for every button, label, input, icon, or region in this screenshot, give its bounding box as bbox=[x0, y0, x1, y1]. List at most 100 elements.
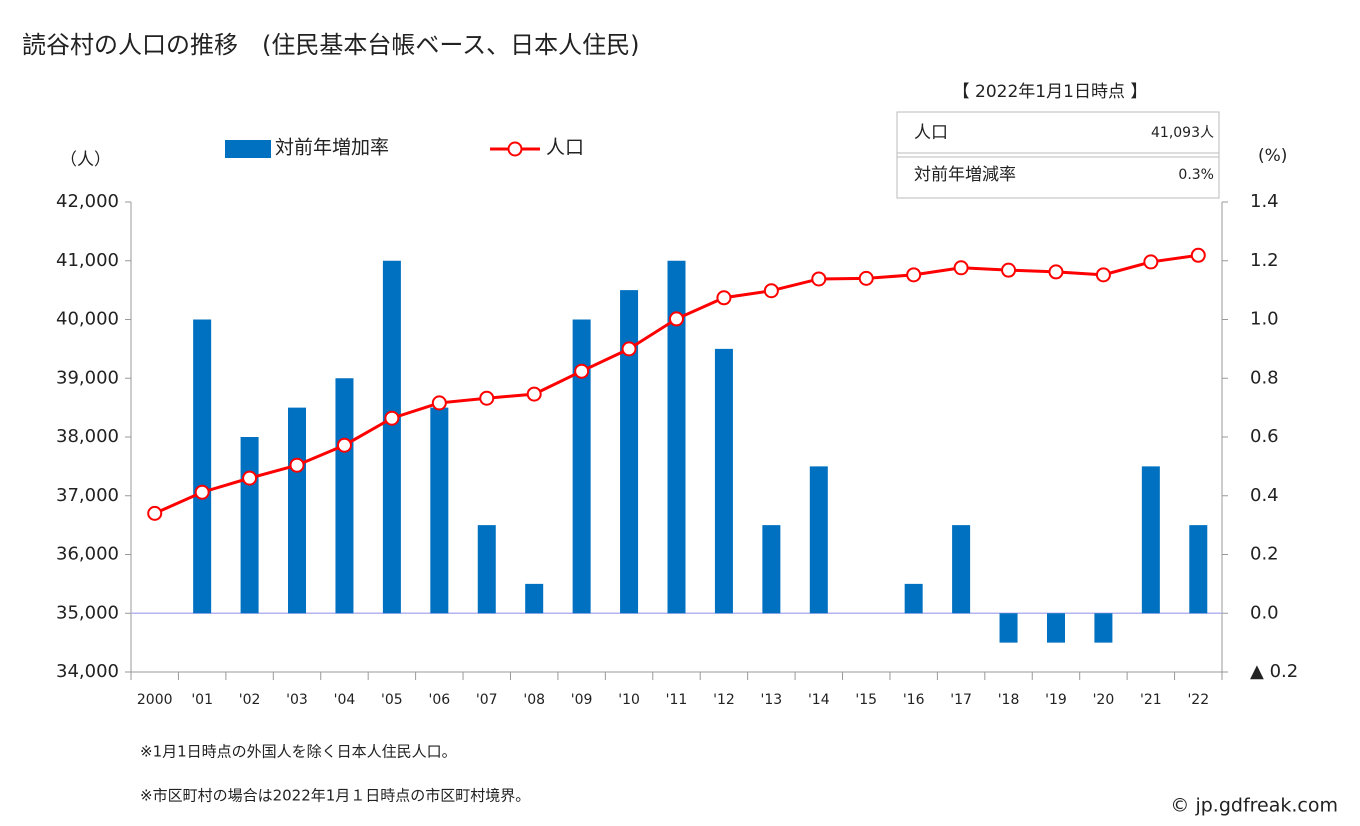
y2-tick-label: 1.2 bbox=[1250, 250, 1279, 271]
bar bbox=[288, 407, 307, 614]
x-tick-label: '09 bbox=[571, 692, 593, 708]
info-box bbox=[896, 111, 1220, 199]
bar bbox=[1046, 613, 1065, 643]
bar bbox=[762, 525, 781, 614]
bar bbox=[904, 583, 923, 614]
point bbox=[479, 390, 495, 406]
note: ※市区町村の場合は2022年1月１日時点の市区町村境界。 bbox=[140, 787, 530, 805]
point bbox=[763, 283, 779, 299]
bar bbox=[430, 407, 449, 614]
point bbox=[669, 311, 684, 327]
legend-swatch bbox=[507, 141, 523, 157]
x-tick-label: '08 bbox=[523, 692, 545, 708]
point bbox=[574, 363, 590, 379]
y2-tick-label: 0.0 bbox=[1250, 602, 1279, 623]
x-tick-label: '16 bbox=[903, 692, 925, 708]
point bbox=[1190, 247, 1206, 263]
x-tick-label: '12 bbox=[713, 692, 735, 708]
info-label: 対前年増減率 bbox=[914, 165, 1016, 185]
point bbox=[811, 271, 827, 287]
x-tick-label: '22 bbox=[1187, 692, 1209, 708]
legend-swatch bbox=[225, 140, 271, 158]
y-tick-label: 36,000 bbox=[56, 544, 119, 565]
bar bbox=[667, 260, 686, 614]
x-tick-label: '18 bbox=[998, 692, 1020, 708]
y-tick-label: 34,000 bbox=[56, 661, 119, 682]
info-title: 【 2022年1月1日時点 】 bbox=[953, 82, 1148, 102]
bar bbox=[714, 348, 733, 614]
source: © jp.gdfreak.com bbox=[1170, 795, 1338, 817]
point bbox=[621, 341, 637, 357]
point bbox=[526, 386, 542, 402]
point bbox=[716, 290, 732, 306]
point bbox=[1048, 264, 1064, 280]
bar bbox=[572, 319, 591, 614]
point bbox=[906, 267, 922, 283]
x-tick-label: '05 bbox=[381, 692, 403, 708]
bar bbox=[1094, 613, 1113, 643]
y-tick-label: 39,000 bbox=[56, 367, 119, 388]
point bbox=[336, 437, 352, 453]
x-tick-label: '02 bbox=[239, 692, 261, 708]
point bbox=[194, 484, 210, 500]
x-tick-label: '15 bbox=[855, 692, 877, 708]
y2-tick-label: ▲ 0.2 bbox=[1250, 661, 1298, 682]
y2-tick-label: 1.0 bbox=[1250, 309, 1279, 330]
y-tick-label: 37,000 bbox=[56, 485, 119, 506]
bar bbox=[477, 525, 496, 614]
point bbox=[1143, 254, 1159, 270]
bar bbox=[525, 583, 544, 614]
point bbox=[384, 410, 400, 426]
legend-label: 人口 bbox=[546, 137, 584, 159]
y-tick-label: 41,000 bbox=[56, 250, 119, 271]
info-value: 0.3% bbox=[1178, 167, 1214, 183]
x-tick-label: '11 bbox=[666, 692, 688, 708]
x-tick-label: '01 bbox=[191, 692, 213, 708]
x-tick-label: '03 bbox=[286, 692, 308, 708]
bar bbox=[999, 613, 1018, 643]
y2-tick-label: 1.4 bbox=[1250, 191, 1279, 212]
x-tick-label: '06 bbox=[428, 692, 450, 708]
x-tick-label: '07 bbox=[476, 692, 498, 708]
point bbox=[1095, 267, 1111, 283]
legend-label: 対前年増加率 bbox=[275, 137, 389, 159]
bar bbox=[335, 378, 354, 614]
point bbox=[147, 505, 163, 521]
x-tick-label: '04 bbox=[334, 692, 356, 708]
x-tick-label: '14 bbox=[808, 692, 830, 708]
x-tick-label: '21 bbox=[1140, 692, 1162, 708]
y2-tick-label: 0.2 bbox=[1250, 544, 1279, 565]
bar bbox=[1141, 466, 1160, 614]
bar bbox=[952, 525, 971, 614]
point bbox=[431, 395, 447, 411]
bar bbox=[193, 319, 212, 614]
y-tick-label: 38,000 bbox=[56, 426, 119, 447]
x-tick-label: '19 bbox=[1045, 692, 1067, 708]
bar bbox=[620, 290, 639, 614]
y2-tick-label: 0.8 bbox=[1250, 367, 1279, 388]
x-tick-label: '17 bbox=[950, 692, 972, 708]
x-tick-label: 2000 bbox=[137, 692, 173, 708]
point bbox=[242, 470, 258, 486]
y2-tick-label: 0.6 bbox=[1250, 426, 1279, 447]
bar bbox=[382, 260, 401, 614]
x-tick-label: '20 bbox=[1093, 692, 1115, 708]
chart-title: 読谷村の人口の推移 (住民基本台帳ベース、日本人住民) bbox=[22, 31, 640, 59]
bar bbox=[1189, 525, 1208, 614]
point bbox=[858, 270, 874, 286]
info-value: 41,093人 bbox=[1151, 125, 1214, 141]
y-tick-label: 35,000 bbox=[56, 602, 119, 623]
point bbox=[953, 260, 969, 276]
y2-axis-label: (%) bbox=[1258, 146, 1287, 166]
y-axis-label: （人） bbox=[60, 150, 111, 170]
bar bbox=[809, 466, 828, 614]
point bbox=[1001, 262, 1017, 278]
x-tick-label: '13 bbox=[761, 692, 783, 708]
bar bbox=[240, 437, 259, 614]
y2-tick-label: 0.4 bbox=[1250, 485, 1279, 506]
point bbox=[289, 457, 305, 473]
info-label: 人口 bbox=[914, 123, 948, 143]
x-tick-label: '10 bbox=[618, 692, 640, 708]
y-tick-label: 40,000 bbox=[56, 309, 119, 330]
note: ※1月1日時点の外国人を除く日本人住民人口。 bbox=[140, 743, 457, 761]
